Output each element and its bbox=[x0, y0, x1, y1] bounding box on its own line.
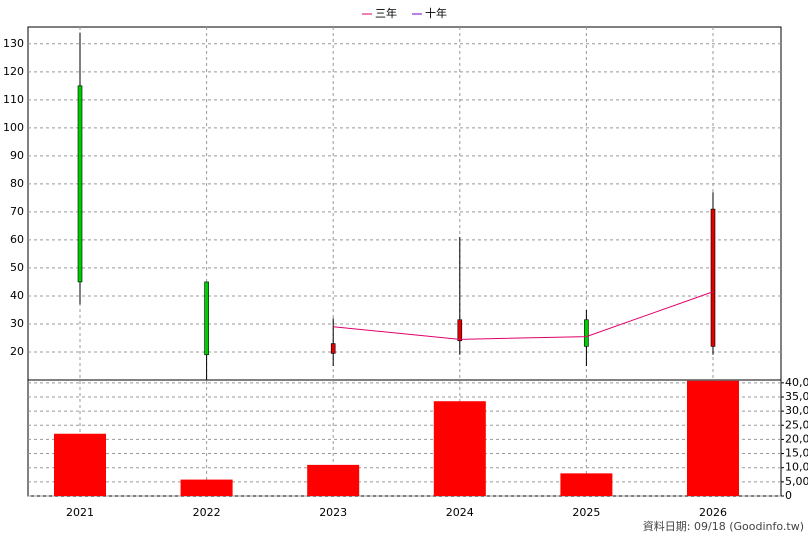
series-line bbox=[333, 291, 714, 340]
volume-bar bbox=[180, 479, 233, 496]
y-tick-label: 110 bbox=[3, 93, 24, 106]
y2-tick-label: 20,000 bbox=[785, 432, 808, 445]
y-tick-label: 100 bbox=[3, 121, 24, 134]
candle-body bbox=[710, 208, 716, 347]
y-tick-label: 80 bbox=[10, 177, 24, 190]
y-tick-label: 60 bbox=[10, 233, 24, 246]
y-tick-label: 20 bbox=[10, 345, 24, 358]
y-tick-label: 70 bbox=[10, 205, 24, 218]
y2-tick-label: 40,000 bbox=[785, 376, 808, 389]
y2-tick-label: 10,000 bbox=[785, 461, 808, 474]
x-tick-label: 2026 bbox=[699, 506, 727, 519]
y2-tick-label: 0 bbox=[785, 489, 792, 502]
volume-bar bbox=[54, 433, 106, 496]
volume-bar bbox=[687, 380, 739, 496]
x-tick-label: 2022 bbox=[193, 506, 221, 519]
y-tick-label: 50 bbox=[10, 261, 24, 274]
y2-tick-label: 15,000 bbox=[785, 447, 808, 460]
volume-bar bbox=[433, 401, 486, 496]
legend-label: 十年 bbox=[425, 6, 447, 20]
y2-tick-label: 25,000 bbox=[785, 418, 808, 431]
y-tick-label: 40 bbox=[10, 289, 24, 302]
y2-tick-label: 30,000 bbox=[785, 404, 808, 417]
x-tick-label: 2025 bbox=[572, 506, 600, 519]
candle-body bbox=[457, 319, 463, 342]
y2-tick-label: 5,000 bbox=[785, 475, 808, 488]
x-tick-label: 2024 bbox=[446, 506, 474, 519]
x-tick-label: 2021 bbox=[66, 506, 94, 519]
candle-body bbox=[77, 85, 83, 283]
candle-body bbox=[584, 319, 589, 347]
footer: 資料日期: 09/18 (Goodinfo.tw) bbox=[643, 519, 804, 533]
y-tick-label: 90 bbox=[10, 149, 24, 162]
plot-frame bbox=[27, 26, 782, 497]
legend-label: 三年 bbox=[375, 6, 397, 20]
candle-body bbox=[330, 343, 336, 354]
y2-tick-label: 35,000 bbox=[785, 390, 808, 403]
volume-bar bbox=[307, 464, 360, 496]
volume-bar bbox=[560, 473, 613, 496]
y-tick-label: 120 bbox=[3, 65, 24, 78]
y-tick-label: 130 bbox=[3, 37, 24, 50]
y-tick-label: 30 bbox=[10, 317, 24, 330]
x-tick-label: 2023 bbox=[319, 506, 347, 519]
candle-body bbox=[204, 281, 209, 356]
